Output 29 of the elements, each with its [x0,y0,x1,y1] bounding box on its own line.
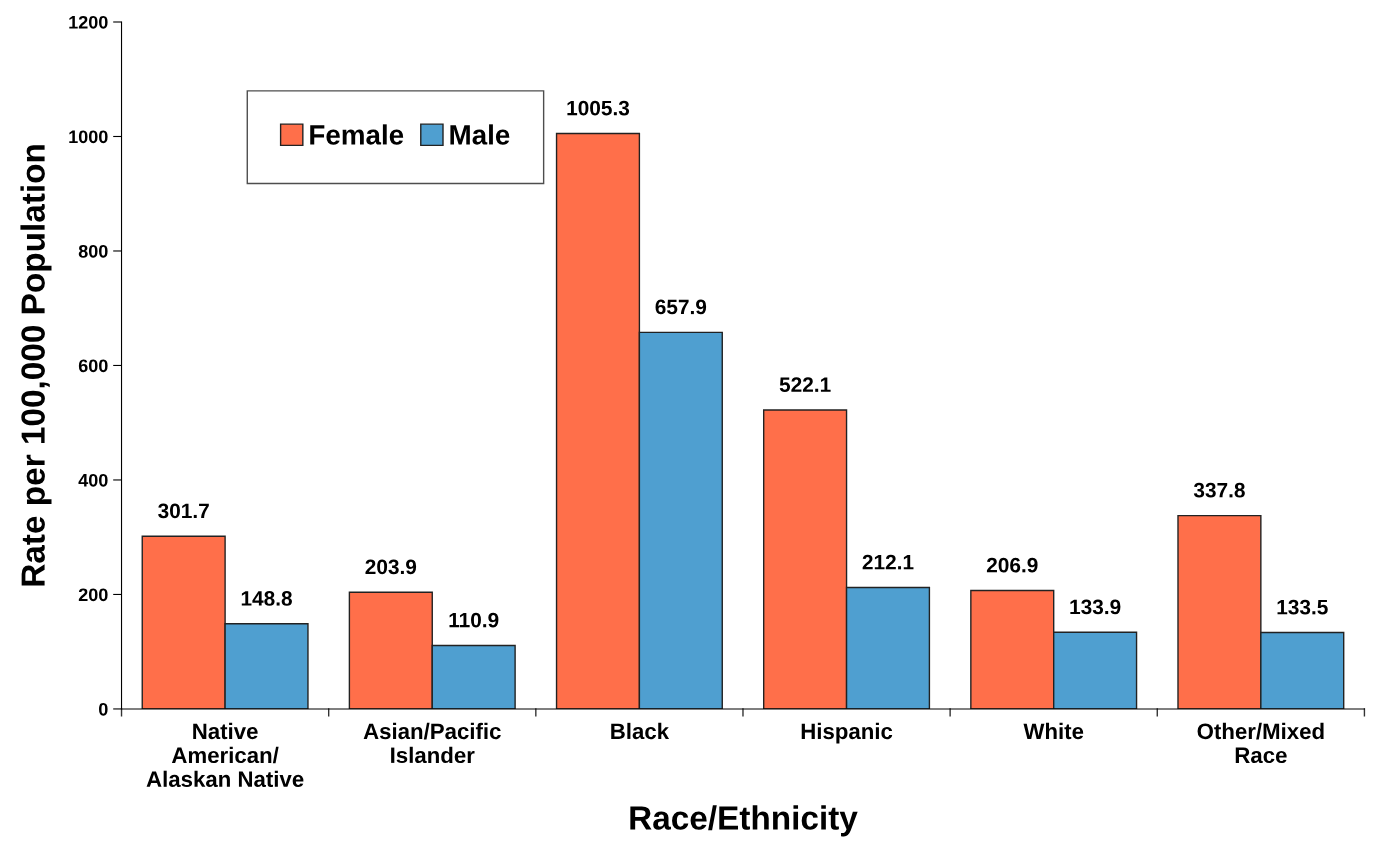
y-tick-label: 600 [78,359,108,373]
data-label: 203.9 [365,559,417,575]
x-tick-label: Hispanic [801,722,893,744]
data-label: 657.9 [655,299,707,315]
y-tick-label: 400 [78,473,108,487]
data-label: 212.1 [862,554,914,570]
data-label: 337.8 [1193,482,1245,498]
data-label: 301.7 [158,503,209,519]
y-tick-label: 200 [78,588,108,602]
data-label: 206.9 [986,557,1038,573]
legend-label: Female [310,124,404,145]
x-tick-label: Asian/Pacific Islander [363,722,501,764]
legend-label: Male [450,124,510,145]
y-tick-label: 800 [78,244,108,258]
data-label: 1005.3 [567,100,630,116]
x-tick-label: Other/Mixed Race [1197,722,1324,764]
y-tick-label: 0 [99,702,108,716]
x-tick-label: Native American/ Alaskan Native [146,722,304,788]
data-label: 133.5 [1277,599,1328,615]
data-label: 522.1 [779,377,831,393]
x-tick-label: White [1023,722,1084,740]
data-label: 148.8 [241,591,292,606]
data-label: 133.9 [1070,599,1121,615]
y-tick-label: 1000 [69,130,108,144]
y-tick-label: 1200 [69,15,108,29]
x-tick-label: Black [611,722,670,740]
data-label: 110.9 [449,612,499,628]
y-axis-title: Rate per 100,000 Population [20,145,52,586]
x-axis-title: Race/Ethnicity [630,805,858,837]
